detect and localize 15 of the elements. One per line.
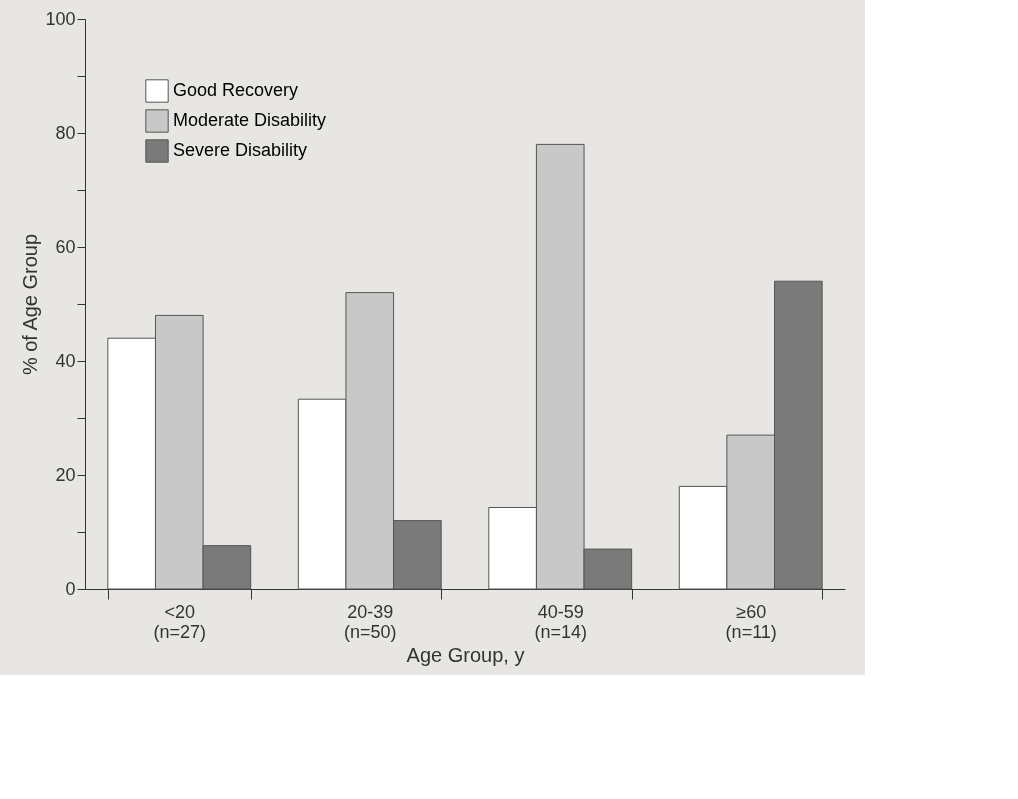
- y-tick-label: 100: [45, 8, 76, 29]
- legend-label: Moderate Disability: [173, 110, 327, 130]
- legend-label: Severe Disability: [173, 140, 308, 160]
- y-tick-label: 20: [55, 464, 76, 485]
- y-tick-label: 0: [65, 578, 76, 599]
- y-tick-label: 80: [55, 122, 76, 143]
- x-tick-label: <20 (n=27): [153, 601, 207, 642]
- legend-label: Good Recovery: [173, 80, 299, 100]
- x-tick-label: 40-59 (n=14): [534, 601, 588, 642]
- x-axis-title: Age Group, y: [406, 643, 525, 666]
- y-axis-title: % of Age Group: [19, 233, 42, 376]
- y-tick-label: 40: [55, 350, 76, 371]
- x-tick-label: 20-39 (n=50): [343, 601, 397, 642]
- x-tick-label: ≥60 (n=11): [725, 601, 777, 642]
- y-tick-label: 60: [55, 236, 76, 257]
